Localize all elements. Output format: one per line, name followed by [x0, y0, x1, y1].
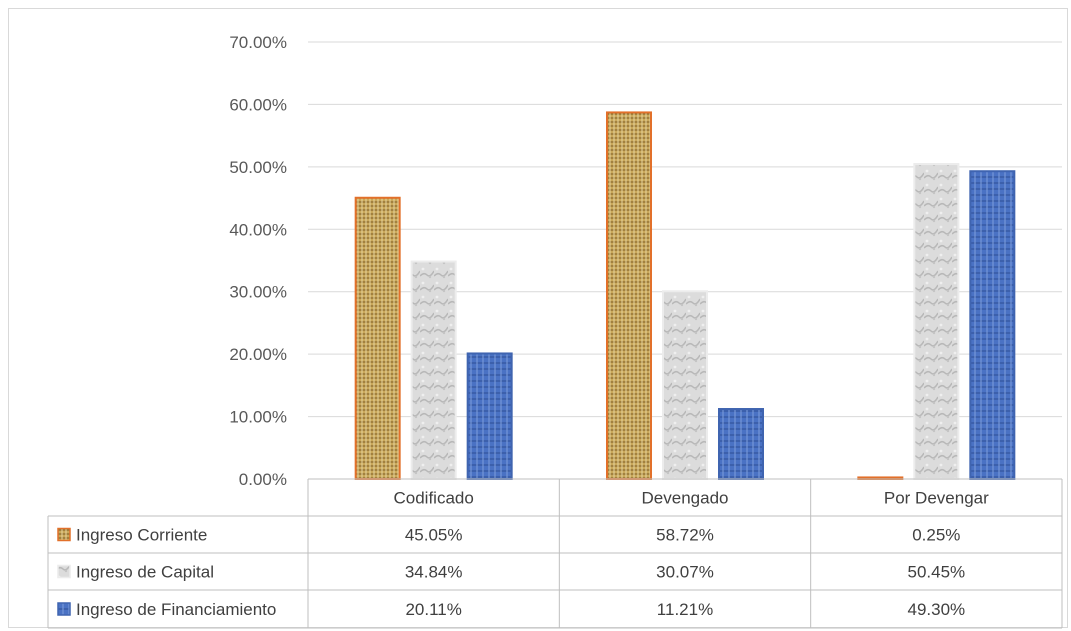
series-name: Ingreso de Financiamiento — [76, 600, 276, 619]
category-label: Devengado — [642, 489, 729, 508]
table-value: 0.25% — [912, 526, 960, 545]
table-value: 45.05% — [405, 526, 463, 545]
bar-series-0-cat-1 — [606, 111, 652, 480]
series-name: Ingreso de Capital — [76, 563, 214, 582]
table-value: 11.21% — [657, 600, 713, 619]
table-value: 58.72% — [656, 526, 714, 545]
table-value: 34.84% — [405, 563, 463, 582]
y-tick-label: 10.00% — [229, 408, 287, 427]
y-tick-label: 30.00% — [229, 283, 287, 302]
bar-series-2-cat-0 — [466, 352, 513, 480]
table-value: 20.11% — [405, 600, 461, 619]
table-value: 49.30% — [907, 600, 965, 619]
legend-swatch — [57, 564, 71, 579]
y-tick-label: 40.00% — [229, 220, 287, 239]
y-tick-label: 20.00% — [229, 345, 287, 364]
bar-series-2-cat-2 — [969, 170, 1016, 480]
bar-series-2-cat-1 — [718, 408, 764, 481]
y-tick-label: 70.00% — [229, 33, 287, 52]
legend-swatch — [57, 527, 71, 542]
legend-swatch — [57, 602, 71, 616]
bar-series-1-cat-1 — [662, 290, 708, 480]
table-value: 50.45% — [907, 563, 965, 582]
category-label: Por Devengar — [884, 489, 989, 508]
table-value: 30.07% — [656, 563, 714, 582]
category-label: Codificado — [394, 489, 474, 508]
bar-series-0-cat-0 — [354, 196, 401, 481]
y-tick-label: 0.00% — [239, 470, 287, 489]
bar-series-1-cat-2 — [913, 163, 960, 480]
y-tick-label: 50.00% — [229, 158, 287, 177]
data-table: Codificado Devengado Por Devengar Ingreso C… — [47, 478, 1063, 629]
bar-series-1-cat-0 — [410, 260, 457, 481]
y-tick-label: 60.00% — [229, 95, 287, 114]
chart-frame — [8, 8, 1068, 628]
series-name: Ingreso Corriente — [76, 526, 207, 545]
y-axis-ticks: 0.00% 10.00% 20.00% 30.00% 40.00% 50.00% 60.00… — [229, 33, 287, 489]
bars-layer — [354, 111, 1016, 481]
